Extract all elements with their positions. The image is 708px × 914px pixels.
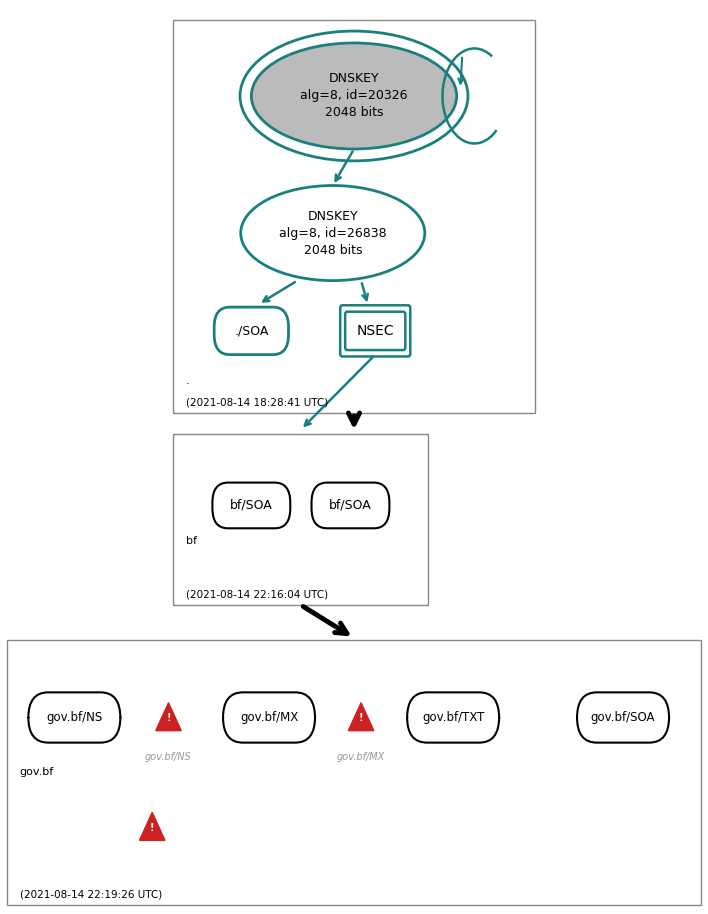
Text: bf/SOA: bf/SOA (230, 499, 273, 512)
Text: bf: bf (186, 536, 198, 546)
Text: gov.bf/SOA: gov.bf/SOA (590, 711, 656, 724)
FancyBboxPatch shape (173, 20, 535, 413)
Ellipse shape (251, 43, 457, 149)
Ellipse shape (241, 186, 425, 281)
Polygon shape (348, 703, 374, 730)
FancyBboxPatch shape (407, 693, 499, 742)
Text: !: ! (166, 713, 171, 723)
FancyBboxPatch shape (577, 693, 669, 742)
Text: !: ! (150, 823, 154, 833)
Ellipse shape (240, 31, 468, 161)
Text: bf/SOA: bf/SOA (329, 499, 372, 512)
FancyBboxPatch shape (212, 483, 290, 528)
Text: gov.bf/MX: gov.bf/MX (240, 711, 298, 724)
Text: DNSKEY
alg=8, id=26838
2048 bits: DNSKEY alg=8, id=26838 2048 bits (279, 209, 387, 257)
FancyBboxPatch shape (7, 640, 701, 905)
Polygon shape (139, 813, 165, 840)
FancyBboxPatch shape (173, 434, 428, 605)
Text: (2021-08-14 22:16:04 UTC): (2021-08-14 22:16:04 UTC) (186, 590, 329, 600)
Text: gov.bf: gov.bf (20, 767, 54, 777)
Text: NSEC: NSEC (356, 324, 394, 338)
FancyBboxPatch shape (223, 693, 315, 742)
Text: gov.bf/TXT: gov.bf/TXT (422, 711, 484, 724)
Text: gov.bf/NS: gov.bf/NS (145, 752, 192, 762)
Text: (2021-08-14 22:19:26 UTC): (2021-08-14 22:19:26 UTC) (20, 889, 162, 899)
Text: .: . (186, 376, 190, 386)
Text: (2021-08-14 18:28:41 UTC): (2021-08-14 18:28:41 UTC) (186, 398, 329, 408)
Polygon shape (156, 703, 181, 730)
FancyBboxPatch shape (312, 483, 389, 528)
Text: !: ! (359, 713, 363, 723)
Text: gov.bf/MX: gov.bf/MX (337, 752, 385, 762)
Text: DNSKEY
alg=8, id=20326
2048 bits: DNSKEY alg=8, id=20326 2048 bits (300, 72, 408, 120)
Text: gov.bf/NS: gov.bf/NS (46, 711, 103, 724)
FancyBboxPatch shape (214, 307, 289, 355)
FancyBboxPatch shape (28, 693, 120, 742)
FancyBboxPatch shape (341, 305, 411, 356)
Text: ./SOA: ./SOA (234, 324, 268, 337)
FancyBboxPatch shape (346, 312, 405, 350)
